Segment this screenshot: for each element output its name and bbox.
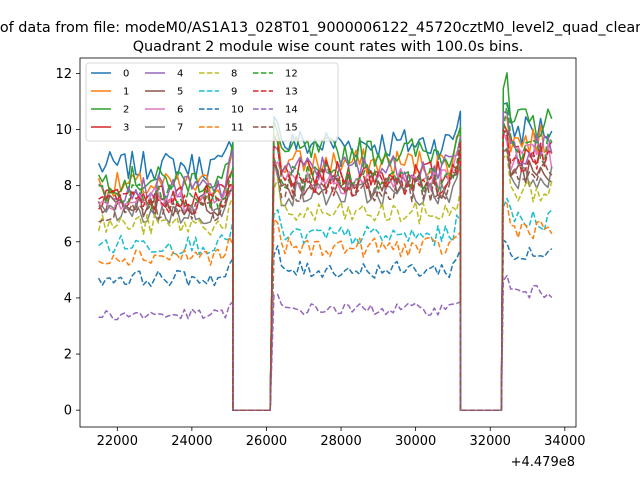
legend-label: 1 xyxy=(123,87,129,98)
x-tick-label: 22000 xyxy=(97,434,138,449)
series-line-14 xyxy=(98,274,553,411)
series-line-7 xyxy=(98,147,553,411)
series-line-13 xyxy=(98,128,552,411)
series-lines xyxy=(97,72,553,411)
y-tick-label: 12 xyxy=(55,67,72,82)
y-tick-label: 8 xyxy=(64,179,72,194)
legend-label: 11 xyxy=(231,123,244,134)
x-tick-label: 24000 xyxy=(171,434,212,449)
series-line-15 xyxy=(98,149,553,411)
legend-label: 5 xyxy=(177,87,183,98)
plot-frame xyxy=(79,57,577,428)
legend-label: 13 xyxy=(285,87,298,98)
series-line-9 xyxy=(98,197,553,411)
series-line-10 xyxy=(97,239,553,411)
series-line-4 xyxy=(98,111,553,411)
legend-label: 2 xyxy=(123,105,129,116)
legend-label: 7 xyxy=(177,123,183,134)
y-tick-label: 4 xyxy=(64,291,72,306)
y-tick-label: 2 xyxy=(64,348,72,363)
series-line-8 xyxy=(97,154,553,411)
x-tick-label: 30000 xyxy=(395,434,436,449)
y-tick-label: 6 xyxy=(64,235,72,250)
y-tick-label: 10 xyxy=(55,123,72,138)
y-tick-label: 0 xyxy=(64,404,72,419)
legend-label: 15 xyxy=(285,123,298,134)
legend-label: 14 xyxy=(285,105,298,116)
series-line-11 xyxy=(98,200,553,411)
series-line-6 xyxy=(98,130,553,411)
legend-label: 6 xyxy=(177,105,183,116)
x-tick-label: 34000 xyxy=(544,434,585,449)
legend-label: 8 xyxy=(231,69,237,80)
series-line-0 xyxy=(97,102,553,411)
x-tick-label: 26000 xyxy=(246,434,287,449)
legend-label: 4 xyxy=(177,69,183,80)
series-line-12 xyxy=(98,103,553,411)
legend-label: 10 xyxy=(231,105,244,116)
legend-label: 3 xyxy=(123,123,129,134)
legend-box xyxy=(85,62,339,142)
x-tick-label: 32000 xyxy=(470,434,511,449)
x-tick-label: 28000 xyxy=(320,434,361,449)
series-line-3 xyxy=(98,122,553,411)
series-line-5 xyxy=(97,130,553,411)
legend-label: 12 xyxy=(285,69,298,80)
legend-label: 0 xyxy=(123,69,129,80)
x-axis: 22000 24000 26000 28000 30000 32000 34000 xyxy=(97,427,585,449)
legend-label: 9 xyxy=(231,87,237,98)
y-axis: 0 2 4 6 8 10 12 xyxy=(55,67,80,419)
chart-title: Quadrant 2 module wise count rates with … xyxy=(133,39,524,55)
x-offset-label: +4.479e8 xyxy=(511,455,575,470)
figure-suptitle: Plot of data from file: modeM0/AS1A13_02… xyxy=(0,20,640,36)
